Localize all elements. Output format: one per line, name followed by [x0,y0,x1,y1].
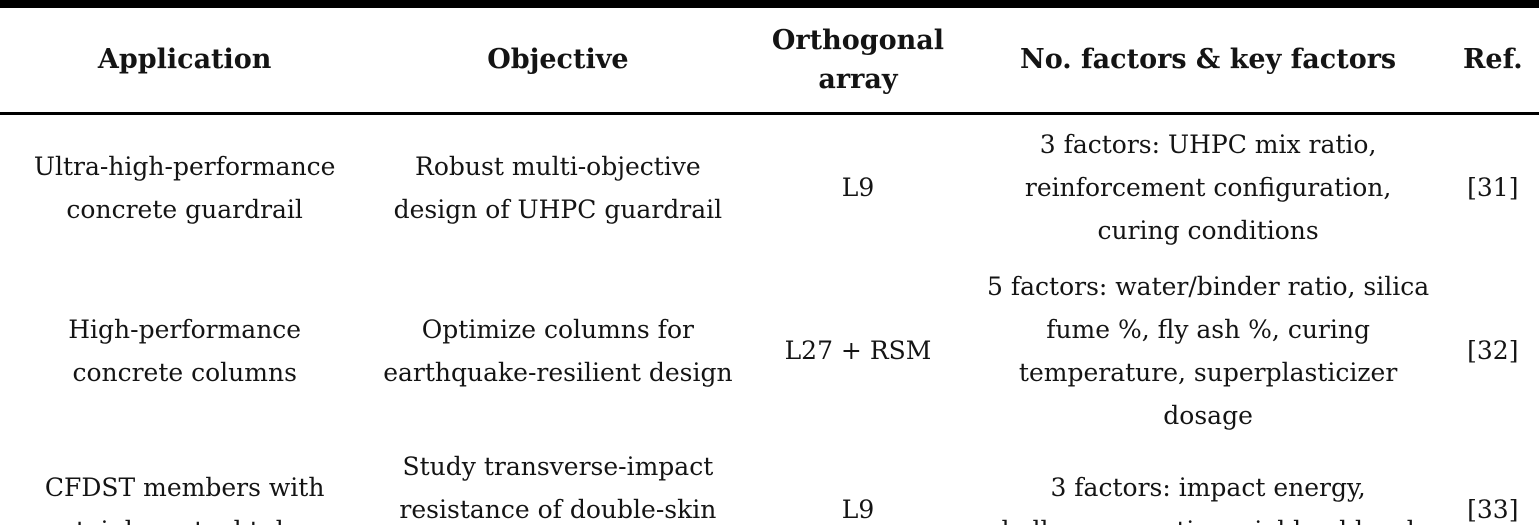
col-header-ref: Ref. [1446,4,1539,115]
cell-orthogonal-array: L9 [746,440,970,525]
col-header-application: Application [0,4,370,115]
col-header-factors: No. factors & key factors [969,4,1447,115]
header-row: Application Objective Orthogonal array N… [0,4,1539,115]
col-header-orthogonal-array: Orthogonal array [746,4,970,115]
table-row: High-performance concrete columns Optimi… [0,260,1539,441]
table-row: Ultra-high-performance concrete guardrai… [0,113,1539,261]
table-body: Ultra-high-performance concrete guardrai… [0,113,1539,525]
table-row: CFDST members with stainless steel tube … [0,440,1539,525]
cell-factors: 5 factors: water/binder ratio, silica fu… [969,260,1447,441]
cell-application: Ultra-high-performance concrete guardrai… [0,113,370,261]
cell-application: CFDST members with stainless steel tube [0,440,370,525]
table-header: Application Objective Orthogonal array N… [0,4,1539,115]
cell-objective: Optimize columns for earthquake-resilien… [369,260,747,441]
cell-ref: [33] [1446,440,1539,525]
cell-objective: Study transverse-impact resistance of do… [369,440,747,525]
cell-ref: [31] [1446,113,1539,261]
cell-factors: 3 factors: impact energy, hollowness rat… [969,440,1447,525]
col-header-objective: Objective [369,4,747,115]
cell-orthogonal-array: L9 [746,113,970,261]
cell-objective: Robust multi-objective design of UHPC gu… [369,113,747,261]
cell-factors: 3 factors: UHPC mix ratio, reinforcement… [969,113,1447,261]
cell-orthogonal-array: L27 + RSM [746,260,970,441]
cell-ref: [32] [1446,260,1539,441]
cell-application: High-performance concrete columns [0,260,370,441]
